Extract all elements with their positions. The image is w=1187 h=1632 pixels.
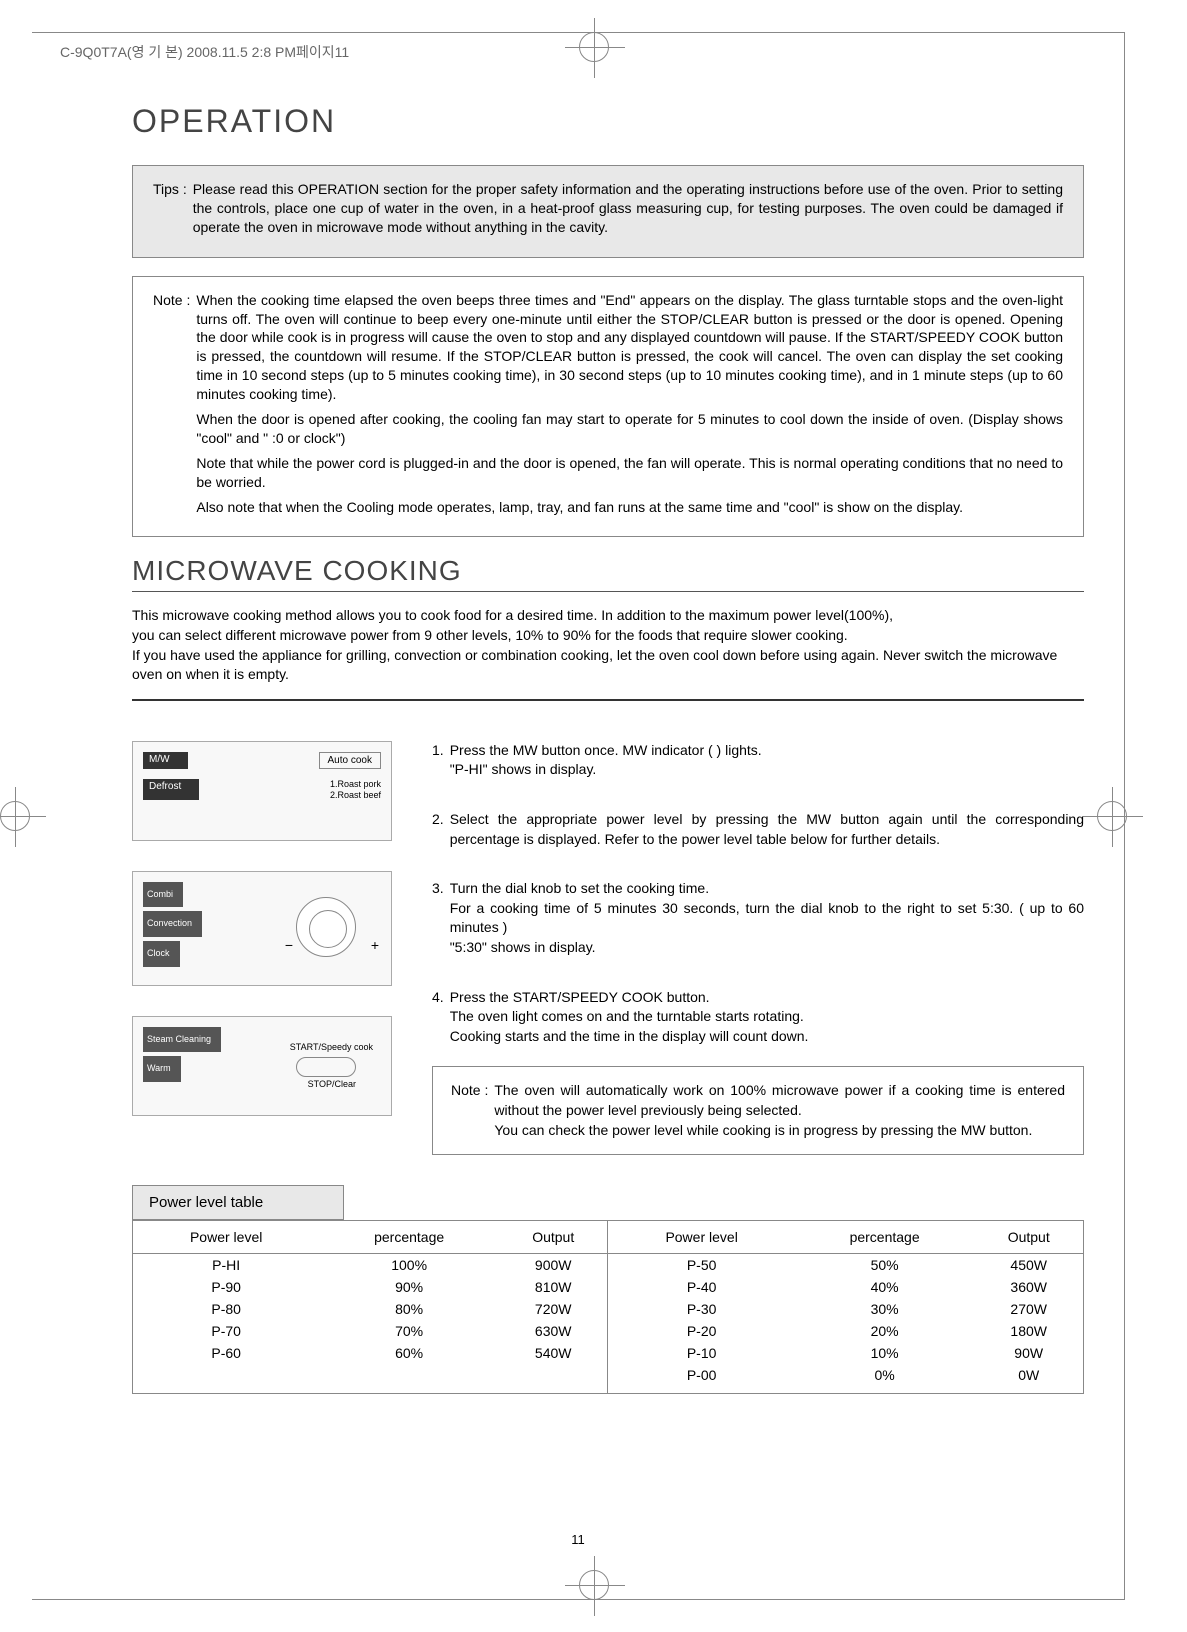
table-cell: 0W	[974, 1364, 1083, 1394]
table-cell: 90W	[974, 1342, 1083, 1364]
step-4: 4. Press the START/SPEEDY COOK button. T…	[432, 988, 1084, 1047]
table-cell: 100%	[319, 1254, 499, 1277]
heading-operation: OPERATION	[132, 103, 1084, 140]
table-cell	[319, 1364, 499, 1394]
control-panels: M/W Auto cook Defrost 1.Roast pork 2.Roa…	[132, 741, 392, 1155]
table-cell: 540W	[499, 1342, 608, 1364]
step-note-label: Note :	[451, 1081, 488, 1140]
table-cell: 0%	[795, 1364, 975, 1394]
note-body: When the cooking time elapsed the oven b…	[196, 291, 1063, 523]
table-cell: P-60	[133, 1342, 320, 1364]
table-cell: 270W	[974, 1298, 1083, 1320]
table-cell: P-30	[608, 1298, 795, 1320]
crop-mark	[0, 801, 30, 831]
table-cell: P-10	[608, 1342, 795, 1364]
intro-text: This microwave cooking method allows you…	[132, 606, 1084, 700]
step-2: 2. Select the appropriate power level by…	[432, 810, 1084, 849]
panel-start: Steam Cleaning Warm START/Speedy cook ST…	[132, 1016, 392, 1116]
steps-list: 1. Press the MW button once. MW indicato…	[432, 741, 1084, 1155]
tips-label: Tips :	[153, 180, 187, 243]
table-cell: 900W	[499, 1254, 608, 1277]
power-table: Power level percentage Output Power leve…	[132, 1220, 1084, 1394]
table-cell: 80%	[319, 1298, 499, 1320]
combi-button: Combi	[143, 882, 183, 908]
table-cell: 50%	[795, 1254, 975, 1277]
table-cell: 20%	[795, 1320, 975, 1342]
page-number: 11	[571, 1532, 585, 1547]
auto-cook-button: Auto cook	[319, 752, 381, 769]
start-button-shape	[296, 1057, 356, 1077]
panel-dial: Combi Convection Clock + −	[132, 871, 392, 986]
step-note-box: Note : The oven will automatically work …	[432, 1066, 1084, 1155]
step-note-body: The oven will automatically work on 100%…	[494, 1081, 1065, 1140]
table-cell: P-00	[608, 1364, 795, 1394]
table-cell: 720W	[499, 1298, 608, 1320]
table-cell: 360W	[974, 1276, 1083, 1298]
power-table-title: Power level table	[132, 1185, 344, 1220]
table-cell: P-50	[608, 1254, 795, 1277]
table-cell: 90%	[319, 1276, 499, 1298]
step-1: 1. Press the MW button once. MW indicato…	[432, 741, 1084, 780]
table-cell: P-40	[608, 1276, 795, 1298]
table-cell: 810W	[499, 1276, 608, 1298]
clock-button: Clock	[143, 941, 180, 967]
table-cell: 40%	[795, 1276, 975, 1298]
plus-icon: +	[371, 937, 379, 953]
table-cell: 180W	[974, 1320, 1083, 1342]
note-box: Note : When the cooking time elapsed the…	[132, 276, 1084, 538]
defrost-button: Defrost	[143, 779, 199, 801]
start-label: START/Speedy cook	[290, 1042, 373, 1052]
note-label: Note :	[153, 291, 190, 523]
auto-list: 1.Roast pork 2.Roast beef	[330, 779, 381, 801]
tips-box: Tips : Please read this OPERATION sectio…	[132, 165, 1084, 258]
table-cell: 630W	[499, 1320, 608, 1342]
steam-button: Steam Cleaning	[143, 1027, 221, 1053]
table-cell: 10%	[795, 1342, 975, 1364]
table-cell	[499, 1364, 608, 1394]
table-cell: P-HI	[133, 1254, 320, 1277]
step-3: 3. Turn the dial knob to set the cooking…	[432, 879, 1084, 957]
page-frame: OPERATION Tips : Please read this OPERAT…	[32, 32, 1125, 1600]
minus-icon: −	[285, 937, 293, 953]
table-cell: 450W	[974, 1254, 1083, 1277]
table-cell: P-90	[133, 1276, 320, 1298]
table-cell: P-80	[133, 1298, 320, 1320]
stop-label: STOP/Clear	[308, 1079, 356, 1089]
convection-button: Convection	[143, 911, 202, 937]
dial-knob	[296, 897, 356, 957]
table-cell: 30%	[795, 1298, 975, 1320]
table-cell: 70%	[319, 1320, 499, 1342]
tips-body: Please read this OPERATION section for t…	[193, 180, 1063, 243]
table-cell: 60%	[319, 1342, 499, 1364]
table-cell: P-70	[133, 1320, 320, 1342]
table-cell	[133, 1364, 320, 1394]
mw-button: M/W	[143, 752, 188, 769]
warm-button: Warm	[143, 1056, 181, 1082]
heading-microwave: MICROWAVE COOKING	[132, 555, 1084, 592]
table-cell: P-20	[608, 1320, 795, 1342]
panel-mw: M/W Auto cook Defrost 1.Roast pork 2.Roa…	[132, 741, 392, 841]
